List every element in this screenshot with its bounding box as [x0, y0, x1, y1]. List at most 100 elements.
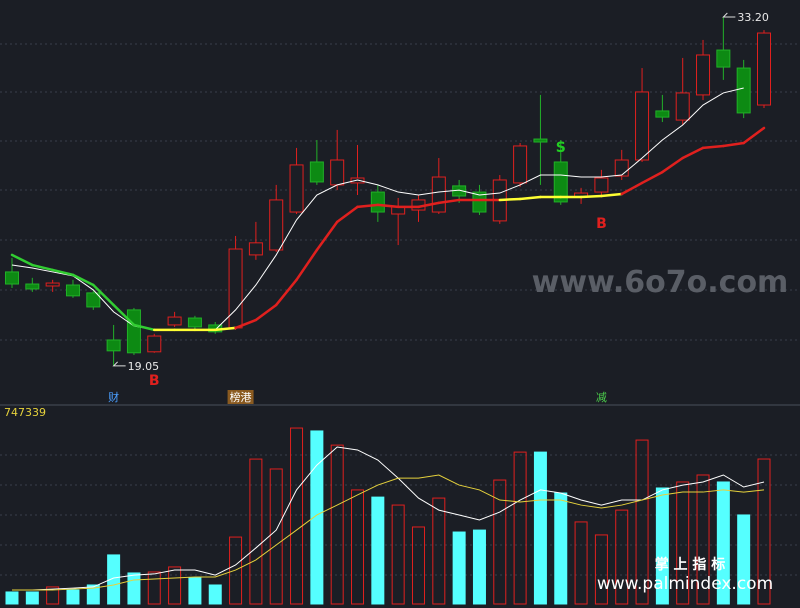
volume-bar	[452, 531, 466, 605]
volume-bar	[574, 521, 588, 605]
volume-ma-line	[12, 446, 765, 591]
ma-segment	[600, 192, 623, 198]
candle-body	[431, 176, 446, 213]
price-grid	[0, 43, 800, 341]
candle-body	[655, 110, 670, 118]
candle-body	[106, 339, 121, 352]
volume-bar	[147, 571, 161, 605]
watermark-url: www.palmindex.com	[597, 574, 773, 594]
ma-segment	[234, 318, 258, 330]
ma-segment	[356, 203, 380, 209]
candle-body	[228, 248, 243, 329]
ma-segment	[701, 144, 725, 150]
ma-segment	[51, 268, 75, 277]
volume-bar	[615, 509, 629, 605]
volume-bar	[676, 481, 690, 605]
ma-segment	[315, 220, 339, 252]
candle-body	[65, 284, 80, 297]
signal-label: S	[556, 140, 566, 156]
volume-bar	[757, 458, 771, 605]
watermark: www.6o7o.com	[532, 265, 789, 300]
volume-bar	[737, 514, 751, 605]
volume-label: 747339	[4, 406, 46, 419]
candle-body	[736, 67, 751, 114]
volume-bar	[513, 451, 527, 605]
ma-segment	[376, 203, 400, 209]
candle-body	[614, 159, 629, 177]
candle-body	[269, 199, 284, 251]
volume-bar	[493, 479, 507, 605]
ma-segment	[742, 126, 766, 145]
ma-segment	[579, 194, 603, 199]
volume-bar	[371, 496, 385, 605]
candle-body	[289, 164, 304, 213]
candle-body	[594, 177, 609, 193]
volume-bar	[269, 468, 283, 605]
candle-body	[635, 91, 650, 161]
candle-body	[45, 282, 60, 287]
candle-body	[187, 317, 202, 328]
volume-ma-line	[12, 474, 765, 591]
candle-body	[86, 292, 101, 308]
ma-segment	[213, 326, 237, 332]
ma-segment	[640, 170, 664, 185]
volume-bar	[554, 492, 568, 605]
volume-bar	[290, 427, 304, 605]
ma-segment	[681, 146, 705, 160]
ma-segment	[132, 323, 156, 332]
candle-body	[248, 242, 263, 256]
event-label: 榜港	[230, 390, 252, 404]
volume-bar	[188, 577, 202, 605]
event-label: 减	[596, 391, 607, 404]
ma-segment	[335, 205, 359, 224]
volume-bar	[25, 591, 39, 605]
extreme-pointer	[722, 12, 736, 18]
ma-segment	[498, 197, 522, 202]
volume-bar	[411, 526, 425, 605]
candle-body	[716, 49, 731, 68]
ma-segment	[10, 253, 34, 267]
volume-bar	[107, 554, 121, 605]
extreme-pointer	[112, 361, 126, 367]
volume-bar	[351, 489, 365, 605]
ma-segment	[71, 273, 95, 287]
candle-body	[675, 92, 690, 121]
candle-body	[309, 161, 324, 183]
ma-segment	[112, 303, 136, 327]
ma-segment	[437, 198, 461, 205]
volume-bar	[229, 536, 243, 605]
volume-bar	[716, 481, 730, 605]
volume-bar	[86, 584, 100, 605]
volume-bar	[168, 566, 182, 605]
volume-bar	[330, 444, 344, 605]
ma-segment	[417, 201, 441, 209]
ma-segment	[92, 283, 115, 307]
ma-segment	[295, 248, 319, 282]
ma-segment	[518, 195, 542, 201]
ma-segment	[620, 181, 644, 196]
volume-bar	[391, 504, 405, 605]
volume-bar	[594, 534, 608, 605]
candle-body	[370, 191, 385, 213]
volume-bar	[208, 584, 222, 605]
candle-body	[696, 54, 711, 96]
ma-segment	[31, 263, 54, 272]
volume-bar	[655, 487, 669, 605]
volume-bar	[310, 430, 324, 605]
candle-body	[553, 161, 568, 203]
candle-body	[5, 271, 19, 285]
candle-body	[513, 145, 528, 184]
watermark-brand: 掌 上 指 标	[655, 556, 726, 573]
ma-segment	[722, 141, 745, 148]
ma-segment	[274, 278, 298, 307]
candle-body	[533, 138, 548, 143]
extreme-label: 19.05	[128, 360, 159, 373]
signal-label: B	[149, 373, 160, 389]
candle-body	[167, 316, 182, 326]
candle-body	[472, 191, 487, 213]
event-badge	[227, 390, 254, 404]
signal-label: B	[596, 216, 607, 232]
candle-body	[126, 309, 141, 354]
